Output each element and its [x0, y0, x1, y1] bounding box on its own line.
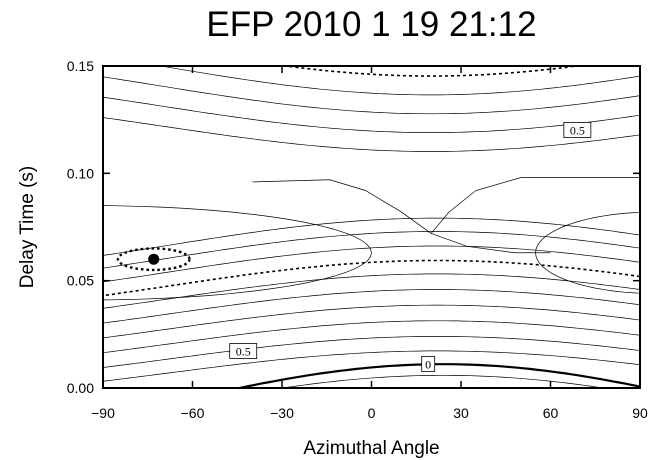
contour-line	[103, 217, 640, 256]
contour-line-dashed	[103, 259, 640, 297]
plot-frame	[102, 65, 641, 389]
contour-line	[103, 350, 640, 382]
contour-line	[88, 0, 651, 6]
contour-line	[88, 0, 651, 23]
x-tick-label: 30	[453, 405, 469, 421]
x-tick-label: −90	[91, 405, 115, 421]
x-tick-label: −60	[181, 405, 205, 421]
x-tick-label: 90	[632, 405, 648, 421]
contour-line	[103, 289, 640, 324]
contour-line-saddle	[430, 177, 640, 234]
y-tick-label: 0.00	[67, 380, 94, 396]
contour-line	[103, 231, 640, 269]
contour-line	[103, 245, 640, 283]
contour-line	[88, 0, 651, 41]
confidence-ellipse	[116, 247, 191, 272]
contour-line	[103, 320, 640, 354]
contour-line-zero	[233, 363, 640, 388]
x-tick-label: 0	[368, 405, 376, 421]
contour-label-box	[421, 355, 436, 372]
contour-label: 0	[425, 357, 431, 371]
contour-line	[103, 76, 640, 115]
contour-line	[103, 336, 640, 368]
contour-line	[279, 374, 607, 388]
chart-title: EFP 2010 1 19 21:12	[206, 5, 537, 44]
markers	[116, 247, 191, 272]
contour-line-lobe	[103, 205, 372, 301]
x-axis-title: Azimuthal Angle	[303, 438, 439, 459]
x-tick-label: −30	[270, 405, 294, 421]
contour-line-saddle	[252, 179, 432, 234]
contour-label: 0.5	[236, 345, 251, 359]
contour-label: 0.5	[570, 123, 585, 137]
x-tick-label: 60	[543, 405, 559, 421]
y-tick-label: 0.10	[67, 165, 94, 181]
contour-labels: 0.5 0.5 0	[229, 122, 592, 372]
contour-line	[158, 66, 640, 96]
contour-line	[103, 117, 640, 152]
best-fit-point	[148, 253, 160, 265]
contour-line	[103, 273, 640, 309]
contour-line-dashed	[280, 66, 582, 77]
contour-label-box	[229, 343, 258, 359]
contour-lines	[88, 0, 651, 388]
contour-line	[103, 304, 640, 339]
y-tick-label: 0.05	[67, 273, 94, 289]
contour-line	[103, 96, 640, 133]
y-tick-label: 0.15	[67, 58, 94, 74]
contour-line-saddle	[431, 233, 551, 254]
contour-label-box	[563, 122, 592, 138]
contour-line	[88, 15, 651, 59]
axis-ticks: −90 −60 −30 0 30 60 90 0.00 0.05 0.10 0.15	[67, 58, 648, 421]
y-axis-title: Delay Time (s)	[17, 166, 38, 288]
